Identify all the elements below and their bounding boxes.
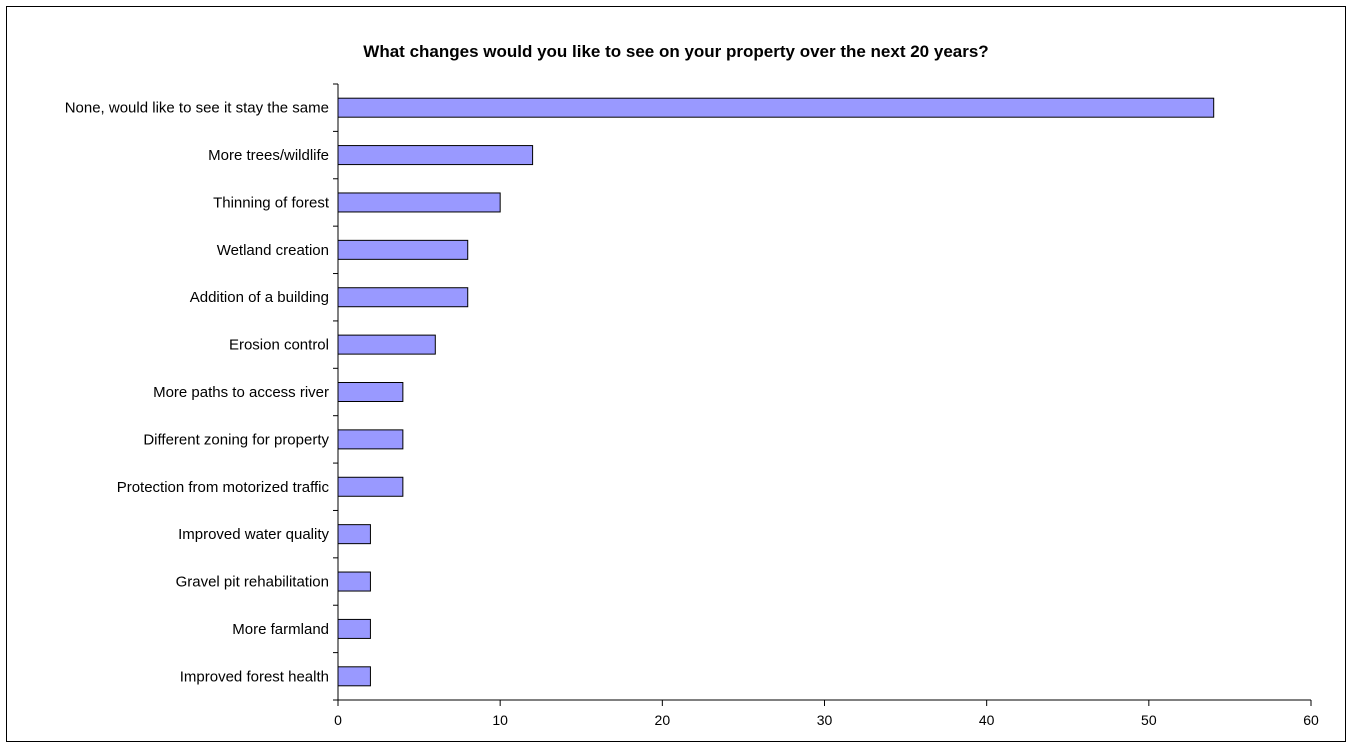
- category-label-3: Wetland creation: [217, 242, 329, 259]
- category-label-2: Thinning of forest: [213, 194, 330, 211]
- bar-1: [337, 145, 534, 166]
- category-label-12: Improved forest health: [180, 668, 329, 685]
- bar-9: [337, 524, 371, 545]
- bar-3: [337, 239, 469, 260]
- bar-7: [337, 429, 404, 450]
- category-label-7: Different zoning for property: [143, 431, 329, 448]
- bar-5: [337, 334, 436, 355]
- category-label-10: Gravel pit rehabilitation: [176, 574, 329, 591]
- bar-10: [337, 571, 371, 592]
- bar-2: [337, 192, 501, 213]
- x-tick-label-4: 40: [979, 712, 995, 728]
- x-tick-label-2: 20: [655, 712, 671, 728]
- category-label-1: More trees/wildlife: [208, 147, 329, 164]
- category-labels: None, would like to see it stay the same…: [65, 100, 330, 686]
- bar-12: [337, 666, 371, 687]
- x-tick-label-1: 10: [492, 712, 508, 728]
- category-label-5: Erosion control: [229, 337, 329, 354]
- x-tick-label-3: 30: [817, 712, 833, 728]
- chart-title: What changes would you like to see on yo…: [363, 42, 988, 61]
- x-axis: 0 10 20 30 40 50 60: [333, 83, 1319, 728]
- chart-frame: What changes would you like to see on yo…: [6, 6, 1346, 742]
- category-label-6: More paths to access river: [153, 384, 329, 401]
- chart-svg: What changes would you like to see on yo…: [65, 42, 1319, 728]
- bars-layer: [337, 97, 1215, 687]
- bar-0: [337, 97, 1215, 118]
- category-label-8: Protection from motorized traffic: [117, 479, 330, 496]
- category-label-0: None, would like to see it stay the same: [65, 100, 329, 117]
- category-label-4: Addition of a building: [190, 289, 329, 306]
- bar-11: [337, 618, 371, 639]
- x-tick-label-0: 0: [334, 712, 342, 728]
- x-tick-label-5: 50: [1141, 712, 1157, 728]
- bar-4: [337, 287, 469, 308]
- category-label-9: Improved water quality: [178, 526, 329, 543]
- x-tick-label-6: 60: [1303, 712, 1319, 728]
- bar-8: [337, 476, 404, 497]
- category-label-11: More farmland: [232, 621, 329, 638]
- bar-6: [337, 382, 404, 402]
